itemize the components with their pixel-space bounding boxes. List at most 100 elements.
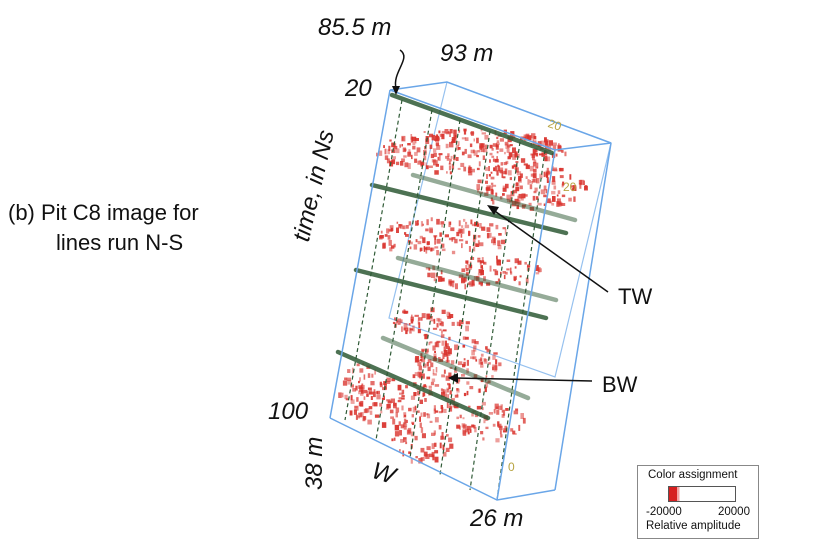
reflector-point [552,142,557,146]
reflector-point [435,135,440,142]
reflector-point [488,362,491,365]
reflector-point [410,137,413,143]
reflector-point [477,388,481,393]
reflector-point [408,407,412,412]
reflector-point [443,369,446,374]
reflector-point [462,363,466,368]
reflector-point [408,323,411,326]
reflector-point [465,272,469,276]
reflector-point [439,232,442,237]
reflector-point [359,377,361,382]
reflector-point [465,325,469,332]
reflector-point [551,203,555,206]
reflector-point [425,248,428,254]
reflector-point [490,171,493,174]
reflector-point [470,168,475,173]
reflector-point [461,243,463,249]
reflector-point [476,184,480,190]
face-label-bottom: 0 [508,460,515,474]
reflector-point [362,416,366,422]
reflector-point [530,153,534,156]
reflector-point [434,384,440,387]
reflector-point [462,336,466,340]
reflector-point [358,380,360,384]
reflector-point [451,163,455,170]
bw-pointer [454,377,593,382]
reflector-point [559,175,564,179]
reflector-point [449,443,454,449]
reflector-point [556,194,559,197]
reflector-point [546,167,549,173]
reflector-point [552,145,557,150]
reflector-point [429,133,433,138]
reflector-point [449,281,453,287]
reflector-point [477,188,480,193]
reflector-point [437,318,442,323]
reflector-point [467,425,472,431]
reflector-point [495,406,498,409]
reflector-point [459,425,461,430]
reflector-point [465,265,467,269]
reflector-point [440,435,443,440]
legend-max-label: 20000 [718,506,750,518]
reflector-point [441,243,445,248]
reflector-point [420,356,426,363]
reflector-point [434,240,436,245]
figure-caption-line1: (b) Pit C8 image for [8,200,199,225]
reflector-point [396,161,400,166]
reflector-point [417,390,420,396]
reflector-point [532,178,538,183]
reflector-point [373,389,376,393]
reflector-point [400,319,403,324]
reflector-point [405,441,408,445]
reflector-point [446,171,448,174]
reflector-point [525,134,529,137]
reflector-point [436,218,440,225]
reflector-point [366,393,369,397]
reflector-point [367,419,372,425]
reflector-point [529,184,533,190]
reflector-point [449,129,453,134]
reflector-point [500,434,503,438]
reflector-point [464,148,467,154]
reflector-point [534,187,538,192]
reflector-point [386,158,390,164]
reflector-point [507,145,511,148]
reflector-point [441,407,444,413]
reflector-point [456,416,459,420]
reflector-point [358,390,361,395]
reflector-point [408,221,412,226]
reflector-point [450,155,453,159]
reflector-point [433,405,436,412]
reflector-point [511,165,515,169]
reflector-point [355,385,358,390]
reflector-point [458,323,462,327]
reflector-point [441,374,445,378]
reflector-point [404,232,407,235]
reflector-point [433,353,437,359]
reflector-point [540,140,544,146]
reflector-point [414,314,419,317]
top-width-label: 93 m [440,40,494,67]
reflector-point [370,396,373,400]
face-label-top-2: 20 [563,180,577,194]
reflector-point [480,431,484,435]
reflector-point [454,394,459,398]
reflector-point [444,234,449,238]
reflector-point [512,430,516,434]
reflector-point [446,387,449,390]
reflector-point [426,376,431,380]
reflector-point [460,162,465,167]
reflector-point [353,409,357,415]
reflector-point [391,438,394,442]
reflector-point [512,154,517,160]
reflector-point [449,390,452,395]
reflector-point [509,144,513,147]
reflector-point [535,153,539,157]
reflector-point [485,375,488,378]
reflector-point [485,346,488,350]
reflector-point [433,408,436,414]
reflector-point [442,329,447,332]
reflector-point [562,181,565,186]
reflector-point [436,145,441,150]
